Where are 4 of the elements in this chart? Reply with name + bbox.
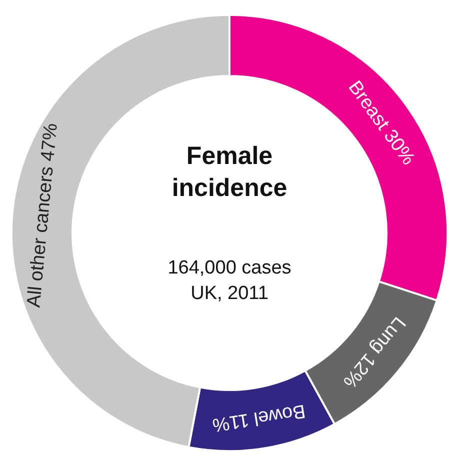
text: Female incidence (172, 142, 288, 202)
slice-label: Bowel 11% (210, 400, 307, 436)
slice-label: All other cancers 47% (24, 122, 62, 308)
text: 164,000 cases UK, 2011 (168, 258, 292, 304)
